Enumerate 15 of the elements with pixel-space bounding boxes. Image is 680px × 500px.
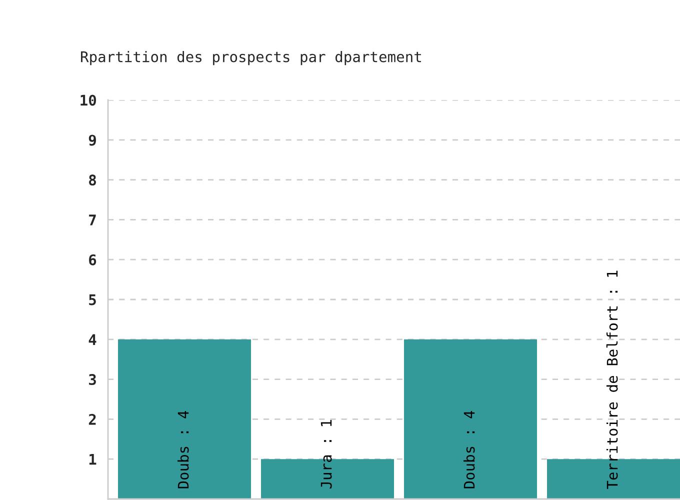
y-tick-label: 6 xyxy=(89,254,96,266)
chart-title: Rpartition des prospects par dpartement xyxy=(81,50,421,66)
y-tick-label: 5 xyxy=(89,294,96,306)
y-tick-label: 9 xyxy=(88,134,96,146)
y-tick-label: 10 xyxy=(80,94,96,106)
data-label: Doubs : 4 xyxy=(463,410,475,488)
y-tick-label: 4 xyxy=(88,334,96,345)
y-tick-label: 2 xyxy=(88,414,96,425)
y-tick-label: 1 xyxy=(89,454,96,465)
data-label: Doubs : 4 xyxy=(177,410,189,488)
y-tick-label: 8 xyxy=(89,174,96,186)
data-label: Territoire de Belfort : 1 xyxy=(606,270,618,489)
data-label: Jura : 1 xyxy=(320,420,332,488)
y-tick-label: 7 xyxy=(89,214,96,226)
y-tick-label: 3 xyxy=(89,374,96,386)
